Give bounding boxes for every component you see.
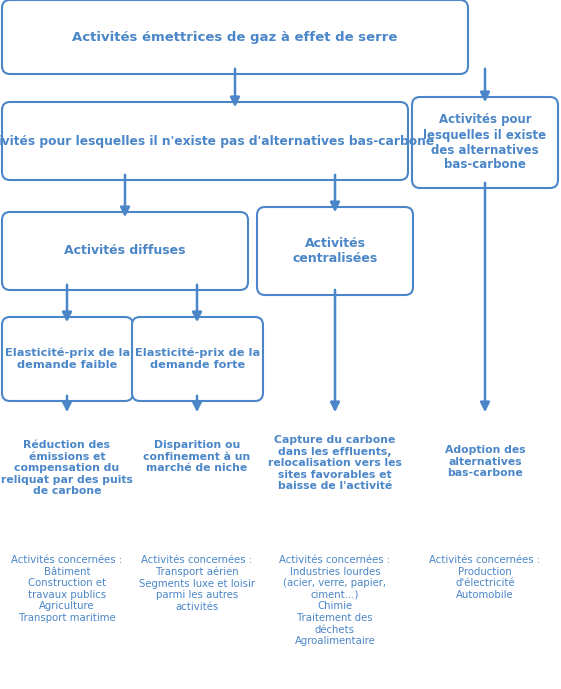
FancyBboxPatch shape — [2, 317, 133, 401]
FancyBboxPatch shape — [2, 0, 468, 74]
Text: Activités diffuses: Activités diffuses — [65, 245, 186, 258]
Text: Activités concernées :
Industries lourdes
(acier, verre, papier,
ciment...)
Chim: Activités concernées : Industries lourde… — [279, 555, 390, 646]
Text: Adoption des
alternatives
bas-carbone: Adoption des alternatives bas-carbone — [445, 445, 525, 478]
Text: Activités pour
lesquelles il existe
des alternatives
bas-carbone: Activités pour lesquelles il existe des … — [424, 114, 546, 172]
Text: Disparition ou
confinement à un
marché de niche: Disparition ou confinement à un marché d… — [144, 440, 251, 473]
FancyBboxPatch shape — [2, 212, 248, 290]
Text: Activités concernées :
Bâtiment
Construction et
travaux publics
Agriculture
Tran: Activités concernées : Bâtiment Construc… — [11, 555, 122, 623]
Text: Activités émettrices de gaz à effet de serre: Activités émettrices de gaz à effet de s… — [72, 30, 398, 43]
FancyBboxPatch shape — [2, 102, 408, 180]
Text: Activités pour lesquelles il n'existe pas d'alternatives bas-carbone: Activités pour lesquelles il n'existe pa… — [0, 134, 435, 147]
Text: Activités concernées :
Transport aérien
Segments luxe et loisir
parmi les autres: Activités concernées : Transport aérien … — [139, 555, 255, 612]
Text: Capture du carbone
dans les effluents,
relocalisation vers les
sites favorables : Capture du carbone dans les effluents, r… — [268, 435, 402, 491]
Text: Elasticité-prix de la
demande faible: Elasticité-prix de la demande faible — [5, 348, 130, 370]
FancyBboxPatch shape — [412, 97, 558, 188]
FancyBboxPatch shape — [132, 317, 263, 401]
Text: Elasticité-prix de la
demande forte: Elasticité-prix de la demande forte — [135, 348, 260, 370]
Text: Activités
centralisées: Activités centralisées — [292, 237, 378, 265]
FancyBboxPatch shape — [257, 207, 413, 295]
Text: Réduction des
émissions et
compensation du
reliquat par des puits
de carbone: Réduction des émissions et compensation … — [1, 440, 133, 496]
Text: Activités concernées :
Production
d'électricité
Automobile: Activités concernées : Production d'élec… — [429, 555, 541, 600]
